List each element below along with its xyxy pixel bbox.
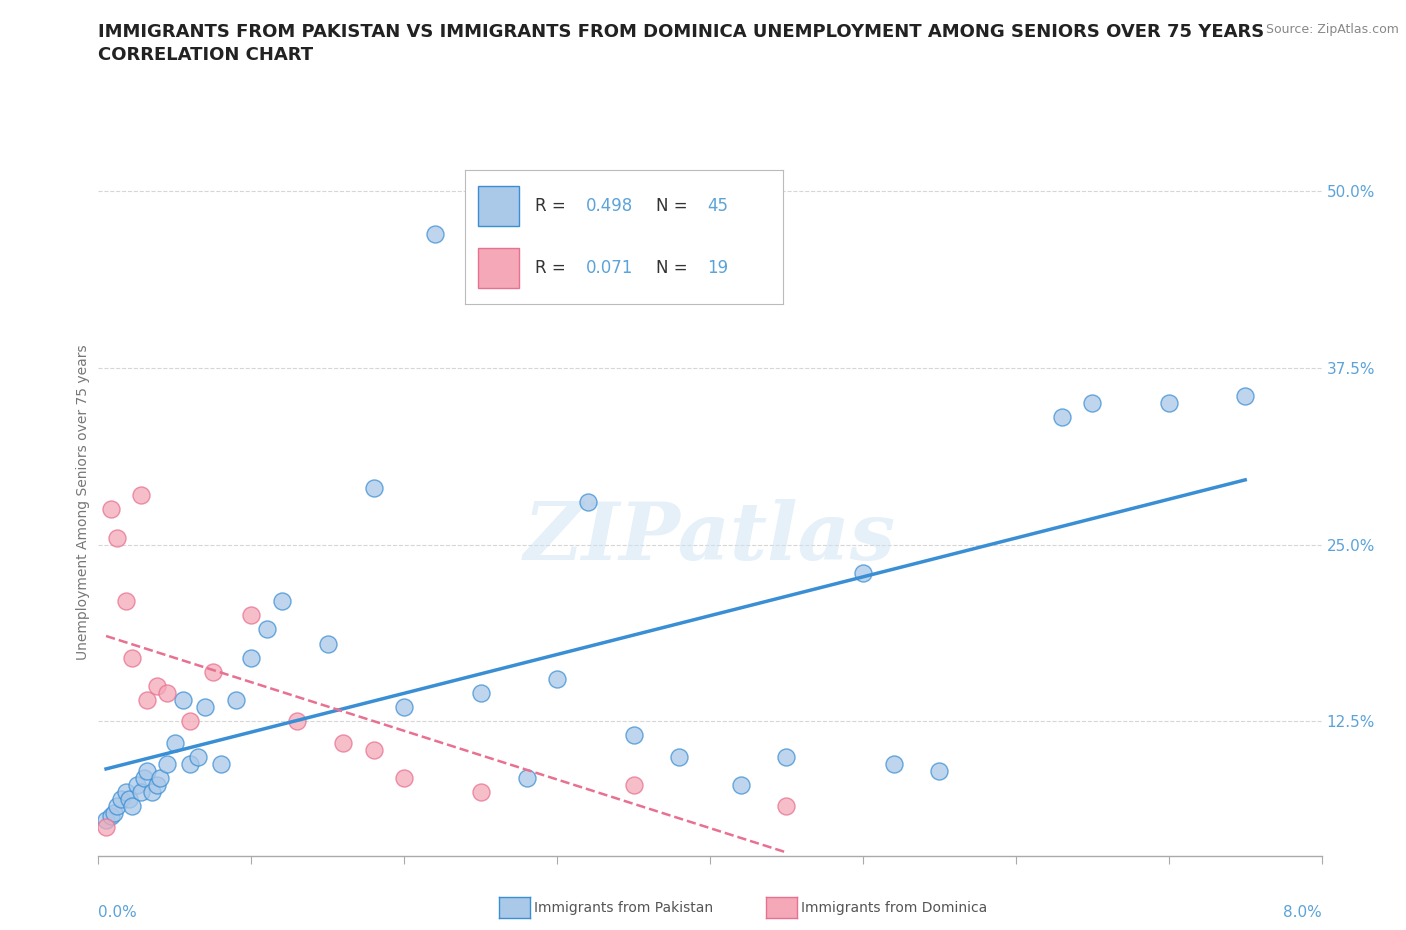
Point [240,650,263,665]
Point [202,664,225,679]
Point [129,785,152,800]
Point [115,785,138,800]
Text: ZIPatlas: ZIPatlas [524,498,896,577]
Point [179,714,201,729]
Point [121,799,143,814]
Point [775,799,797,814]
Point [156,685,179,700]
Point [187,750,209,764]
Y-axis label: Unemployment Among Seniors over 75 years: Unemployment Among Seniors over 75 years [76,344,90,660]
Text: IMMIGRANTS FROM PAKISTAN VS IMMIGRANTS FROM DOMINICA UNEMPLOYMENT AMONG SENIORS : IMMIGRANTS FROM PAKISTAN VS IMMIGRANTS F… [98,23,1264,41]
Text: Source: ZipAtlas.com: Source: ZipAtlas.com [1265,23,1399,36]
Point [285,714,308,729]
Text: 0.0%: 0.0% [98,905,138,920]
Point [623,728,645,743]
Point [103,805,125,820]
Point [392,699,416,714]
Point [928,764,950,778]
Point [209,756,232,771]
Point [270,593,294,608]
Point [256,622,278,637]
Point [100,808,122,823]
Point [110,791,132,806]
Point [1234,389,1257,404]
Point [240,608,263,623]
Point [470,685,492,700]
Point [546,671,568,686]
Point [363,742,385,757]
Point [118,791,141,806]
Point [316,636,339,651]
Point [730,777,752,792]
Point [115,593,138,608]
Text: CORRELATION CHART: CORRELATION CHART [98,46,314,64]
Point [515,770,537,785]
Point [149,770,172,785]
Point [121,650,143,665]
Point [105,530,128,545]
Point [94,820,117,835]
Text: Immigrants from Pakistan: Immigrants from Pakistan [534,900,713,915]
Point [775,750,797,764]
Point [1081,396,1104,411]
Point [105,799,128,814]
Point [332,735,354,750]
Point [883,756,905,771]
Point [94,813,117,828]
Point [392,770,416,785]
Point [363,481,385,496]
Point [576,495,599,510]
Point [423,226,446,241]
Point [163,735,186,750]
Point [172,693,194,708]
Point [136,764,159,778]
Point [194,699,217,714]
Point [125,777,148,792]
Point [623,777,645,792]
Point [668,750,690,764]
Point [100,502,122,517]
Point [156,756,179,771]
Point [225,693,247,708]
Point [1050,410,1073,425]
Point [134,770,156,785]
Point [145,679,167,694]
Text: 8.0%: 8.0% [1282,905,1322,920]
Point [145,777,167,792]
Point [1157,396,1180,411]
Point [129,487,152,502]
Point [852,565,875,580]
Point [179,756,201,771]
Point [136,693,159,708]
Text: Immigrants from Dominica: Immigrants from Dominica [801,900,987,915]
Point [141,785,163,800]
Point [470,785,492,800]
